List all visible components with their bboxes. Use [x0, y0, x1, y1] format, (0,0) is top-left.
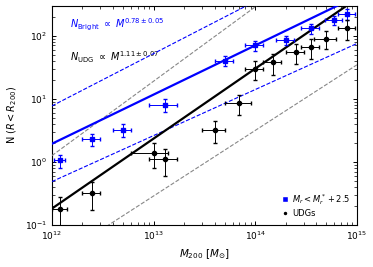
Legend: $M_r < M_r^* + 2.5$, UDGs: $M_r < M_r^* + 2.5$, UDGs [279, 189, 353, 221]
Text: $N_{\rm Bright}$ $\propto$ $M^{0.78\pm0.05}$: $N_{\rm Bright}$ $\propto$ $M^{0.78\pm0.… [70, 17, 164, 33]
Text: $N_{\rm UDG}$ $\propto$ $M^{1.11\pm0.07}$: $N_{\rm UDG}$ $\propto$ $M^{1.11\pm0.07}… [70, 49, 160, 65]
X-axis label: $M_{200}$ [$M_{\odot}$]: $M_{200}$ [$M_{\odot}$] [179, 248, 230, 261]
Y-axis label: N ($R$$<$$R_{200}$): N ($R$$<$$R_{200}$) [6, 86, 19, 144]
